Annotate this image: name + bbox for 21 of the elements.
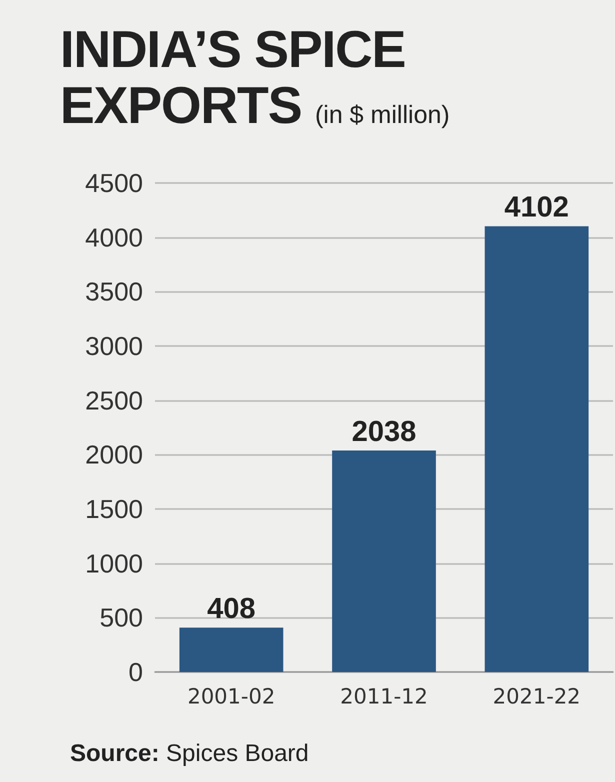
data-label: 4102 [504, 192, 569, 224]
y-tick-label: 3000 [85, 331, 143, 361]
source-note: Source: Spices Board [70, 740, 309, 768]
y-tick-label: 1000 [85, 548, 143, 578]
x-tick-label: 2021-22 [492, 684, 581, 708]
x-tick-label: 2011-12 [340, 684, 428, 708]
y-tick-label: 0 [128, 657, 143, 687]
y-tick-label: 4000 [85, 222, 143, 252]
y-tick-label: 2500 [85, 385, 143, 416]
y-tick-label: 2000 [85, 440, 143, 470]
y-tick-label: 3500 [85, 276, 143, 307]
data-label: 408 [207, 593, 256, 626]
chart-subtitle: (in $ million) [314, 101, 450, 129]
bar [332, 450, 436, 672]
bar [179, 628, 284, 672]
y-tick-label: 500 [100, 602, 143, 633]
data-label: 2038 [352, 416, 416, 448]
bar [484, 226, 589, 672]
y-tick-label: 4500 [85, 168, 143, 198]
x-tick-label: 2001-02 [187, 684, 276, 708]
y-tick-label: 1500 [85, 494, 143, 524]
